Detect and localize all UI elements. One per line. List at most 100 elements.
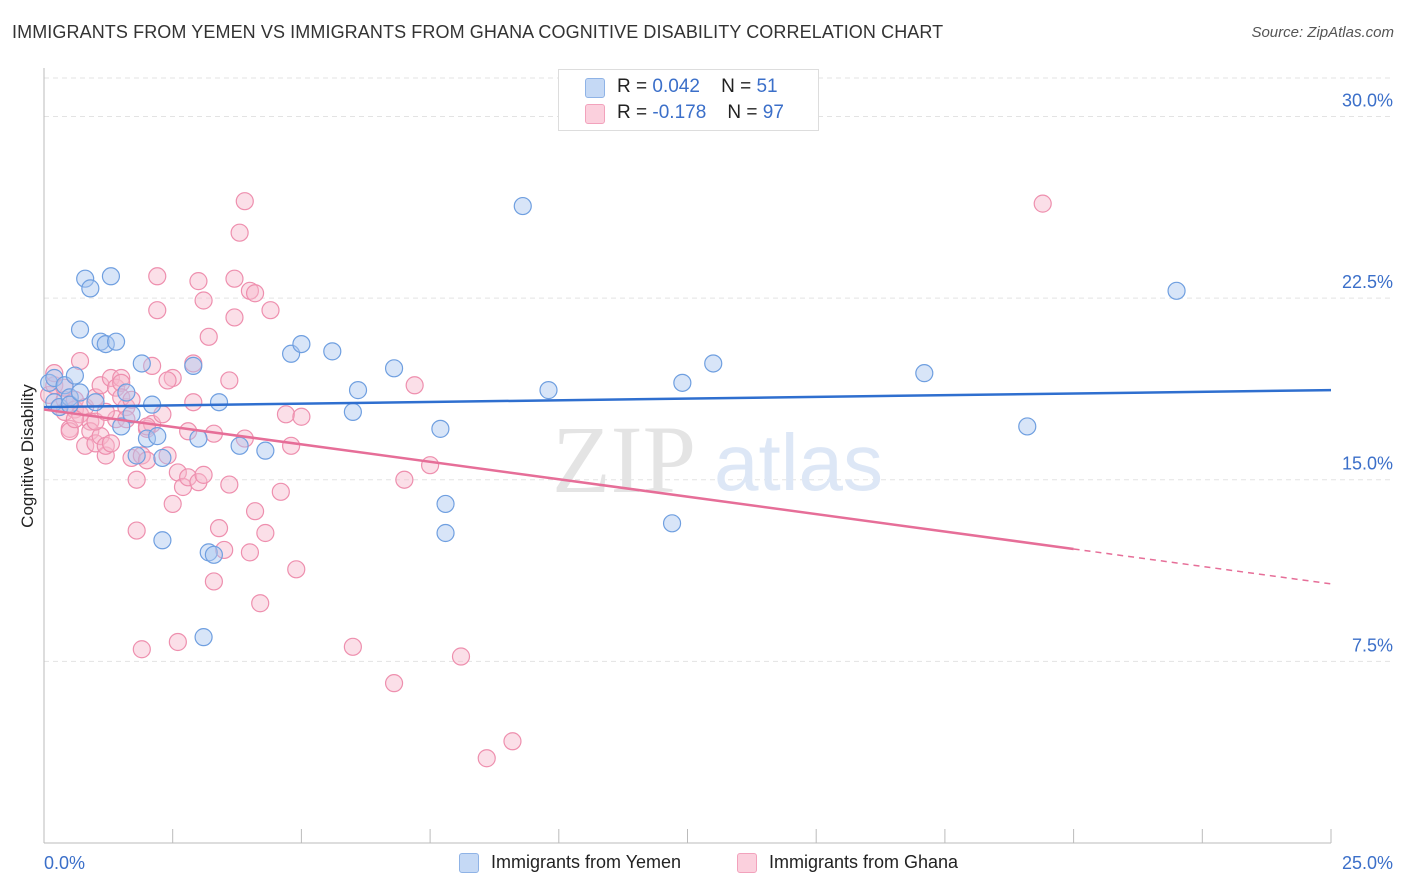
ghana-point (101, 368, 121, 388)
yemen-point (348, 381, 368, 400)
ghana-point (225, 308, 244, 327)
watermark-zip: ZIP (552, 406, 696, 513)
ghana-point (148, 267, 167, 286)
yemen-point (153, 531, 172, 550)
yemen-point (915, 364, 934, 383)
x-tick-label-max: 25.0% (1342, 853, 1393, 873)
yemen-point (65, 366, 84, 385)
yemen-point (204, 545, 223, 564)
ghana-point (282, 436, 301, 455)
trend-lines (43, 388, 1332, 585)
yemen-point (431, 419, 450, 438)
yemen-point (184, 356, 203, 375)
legend-swatch-yemen (585, 78, 605, 98)
yemen-point (153, 448, 172, 468)
watermark: ZIP atlas (552, 406, 883, 513)
yemen-point (86, 393, 105, 412)
yemen-point (1167, 281, 1186, 300)
watermark-atlas: atlas (714, 418, 883, 507)
ghana-point (127, 470, 146, 489)
ghana-point (240, 543, 260, 562)
chart-source: Source: ZipAtlas.com (1251, 24, 1394, 41)
yemen-point (127, 446, 146, 465)
yemen-point (189, 429, 208, 448)
ghana-point (251, 594, 270, 613)
ghana-point (384, 674, 404, 693)
yemen-trend-line (43, 388, 1332, 409)
yemen-point (70, 383, 90, 402)
yemen-points (40, 196, 1186, 647)
yemen-point (436, 523, 455, 543)
ghana-point (148, 301, 167, 320)
ghana-point (194, 291, 213, 310)
ghana-point (220, 371, 239, 390)
ghana-point (287, 560, 306, 579)
yemen-point (132, 354, 151, 373)
yemen-point (112, 417, 131, 436)
ghana-point (292, 407, 311, 426)
y-tick-label: 15.0% (1342, 454, 1393, 474)
ghana-point (132, 640, 151, 659)
legend-r-value: 0.042 (652, 76, 700, 97)
correlation-legend: R = 0.042 N = 51 R = -0.178 N = 97 (558, 69, 819, 131)
ghana-point (421, 456, 440, 475)
ghana-point (45, 364, 64, 383)
ghana-point (179, 468, 198, 487)
ghana-points (40, 192, 1052, 768)
ghana-point (451, 647, 471, 666)
y-axis-title: Cognitive Disability (18, 384, 37, 528)
yemen-point (436, 494, 455, 514)
yemen-point (256, 441, 275, 460)
ghana-point (343, 637, 362, 656)
yemen-point (117, 383, 136, 402)
ghana-trend-line (43, 408, 1074, 551)
yemen-point (40, 373, 59, 392)
ghana-point (215, 540, 234, 560)
legend-n-value: 97 (762, 102, 784, 123)
bottom-legend-swatch-yemen (459, 853, 479, 873)
ghana-trend-extension (1073, 548, 1332, 585)
legend-r-label: R = (617, 76, 648, 97)
yemen-point (76, 269, 95, 288)
ghana-point (91, 376, 110, 395)
yemen-point (513, 196, 532, 216)
yemen-point (384, 359, 404, 378)
yemen-point (209, 393, 229, 412)
ghana-point (220, 475, 239, 494)
yemen-point (323, 342, 342, 361)
ghana-point (1033, 194, 1052, 213)
ghana-point (101, 434, 121, 453)
yemen-point (704, 354, 723, 373)
ghana-point (204, 572, 223, 591)
ghana-point (235, 192, 254, 211)
legend-r-value: -0.178 (652, 102, 707, 123)
ghana-point (245, 284, 265, 303)
x-tick-label-min: 0.0% (44, 853, 85, 873)
ghana-point (395, 470, 414, 489)
ghana-point (477, 749, 496, 768)
bottom-legend-swatch-ghana (737, 853, 757, 873)
y-tick-label: 7.5% (1352, 635, 1393, 655)
y-tick-labels: 7.5% 15.0% 22.5% 30.0% (1342, 90, 1393, 655)
ghana-point (112, 373, 131, 392)
legend-n-label: N = (721, 76, 752, 97)
yemen-point (106, 332, 126, 351)
legend-n-label: N = (727, 102, 758, 123)
legend-r-label: R = (617, 102, 648, 123)
yemen-point (539, 381, 558, 400)
ghana-point (245, 502, 265, 521)
yemen-point (148, 427, 167, 446)
ghana-point (184, 393, 203, 412)
ghana-point (503, 732, 522, 751)
yemen-point (662, 514, 682, 533)
yemen-point (230, 436, 249, 455)
y-tick-label: 30.0% (1342, 90, 1393, 110)
ghana-point (256, 523, 275, 543)
ghana-point (132, 446, 151, 465)
yemen-point (70, 320, 90, 339)
ghana-point (261, 301, 280, 320)
ghana-point (158, 371, 177, 390)
ghana-point (106, 378, 126, 397)
ghana-point (225, 269, 244, 288)
